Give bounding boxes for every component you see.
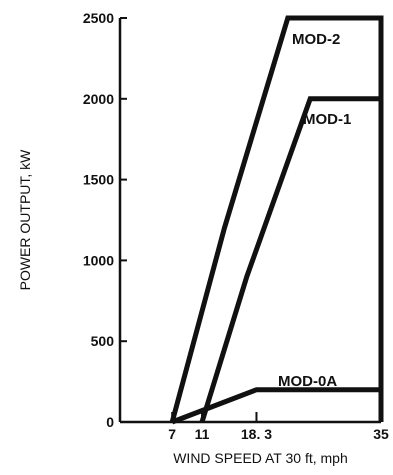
series-label-mod-1: MOD-1: [303, 111, 351, 128]
series-line-mod-1: [199, 96, 384, 423]
y-tick-label: 1000: [83, 252, 114, 268]
y-tick-label: 2000: [83, 91, 114, 107]
y-tick-label: 0: [106, 414, 114, 430]
x-axis-label: WIND SPEED AT 30 ft, mph: [173, 450, 348, 466]
series-line-mod-0a: [171, 387, 384, 425]
labels-group: MOD-2 MOD-1 MOD-0A: [278, 31, 351, 390]
series-label-mod-2: MOD-2: [292, 31, 340, 48]
y-tick-label: 1500: [83, 172, 114, 188]
series-label-mod-0a: MOD-0A: [278, 373, 337, 390]
series-group: [169, 15, 384, 425]
series-line-mod-2: [169, 15, 384, 423]
x-tick-label: 7: [168, 426, 176, 442]
y-tick-label: 500: [91, 333, 115, 349]
x-tick-label: 18. 3: [241, 426, 272, 442]
x-tick-label: 35: [373, 426, 389, 442]
y-axis-label: POWER OUTPUT, kW: [17, 149, 33, 291]
axes: 0 500 1000 1500 2000 2500 7 11 18. 3 35: [83, 10, 389, 442]
y-tick-label: 2500: [83, 10, 114, 26]
x-tick-label: 11: [195, 426, 210, 442]
